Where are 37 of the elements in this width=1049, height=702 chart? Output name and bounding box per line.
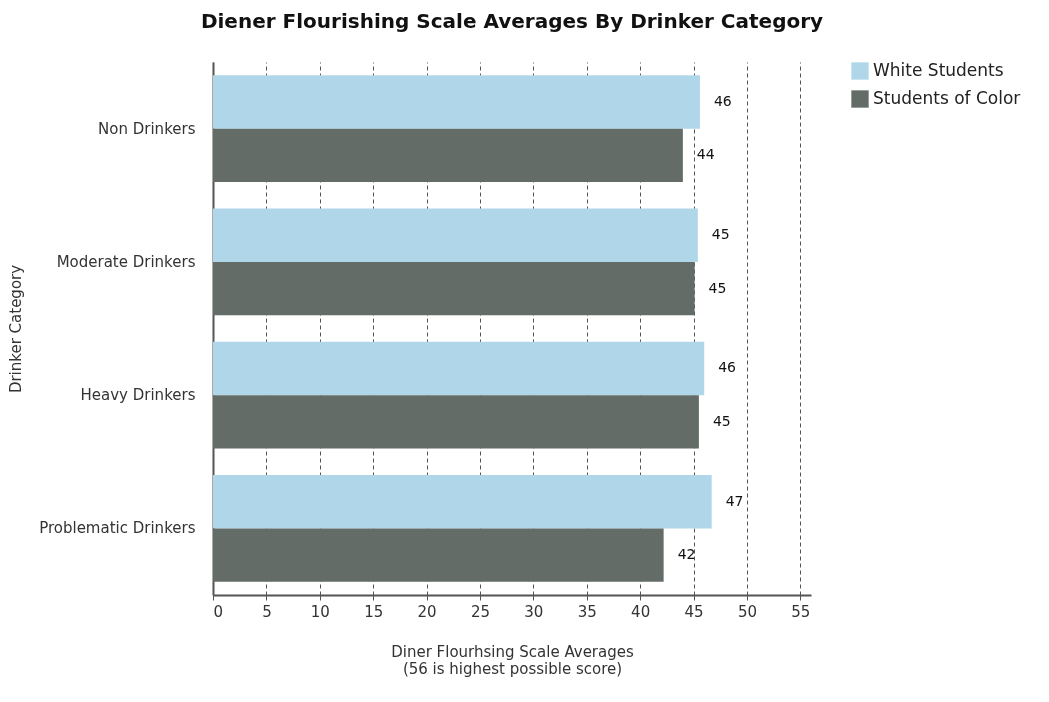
data-label: 46	[713, 92, 732, 109]
chart-title: Diener Flourishing Scale Averages By Drinker Category	[200, 9, 824, 33]
x-tick-label: 15	[364, 602, 384, 621]
y-tick-label: Heavy Drinkers	[80, 386, 196, 405]
bar	[213, 75, 700, 129]
y-axis-title: Drinker Category	[7, 264, 26, 394]
x-tick-label: 5	[262, 602, 272, 621]
bar	[213, 528, 664, 582]
x-tick-label: 55	[791, 602, 811, 621]
y-tick-label: Problematic Drinkers	[39, 519, 196, 538]
x-tick-label: 30	[524, 602, 544, 621]
bar	[213, 475, 712, 529]
data-label: 42	[677, 546, 696, 563]
y-tick-label: Non Drinkers	[98, 119, 196, 138]
x-axis-title: Diner Flourhsing Scale Averages (56 is highest possible score)	[391, 642, 634, 678]
bar	[213, 208, 698, 262]
x-tick-label: 50	[737, 602, 757, 621]
x-tick-label: 35	[577, 602, 597, 621]
bar	[213, 128, 683, 182]
data-label: 47	[725, 492, 744, 509]
data-label: 44	[696, 146, 715, 163]
bar	[213, 341, 705, 396]
x-tick-label: 0	[213, 602, 224, 621]
data-label: 45	[712, 412, 731, 429]
x-tick-label: 10	[310, 602, 330, 621]
x-tick-label: 40	[631, 602, 651, 621]
legend-label: Students of Color	[873, 88, 1021, 108]
data-label: 45	[708, 279, 727, 296]
data-label: 45	[711, 226, 730, 243]
y-tick-label: Moderate Drinkers	[56, 252, 196, 271]
legend-label: White Students	[873, 60, 1004, 80]
bar	[213, 395, 699, 449]
x-tick-label: 25	[470, 602, 491, 621]
data-label: 46	[718, 359, 737, 376]
x-tick-label: 45	[684, 602, 704, 621]
bar	[213, 261, 695, 316]
x-tick-label: 20	[417, 602, 437, 621]
